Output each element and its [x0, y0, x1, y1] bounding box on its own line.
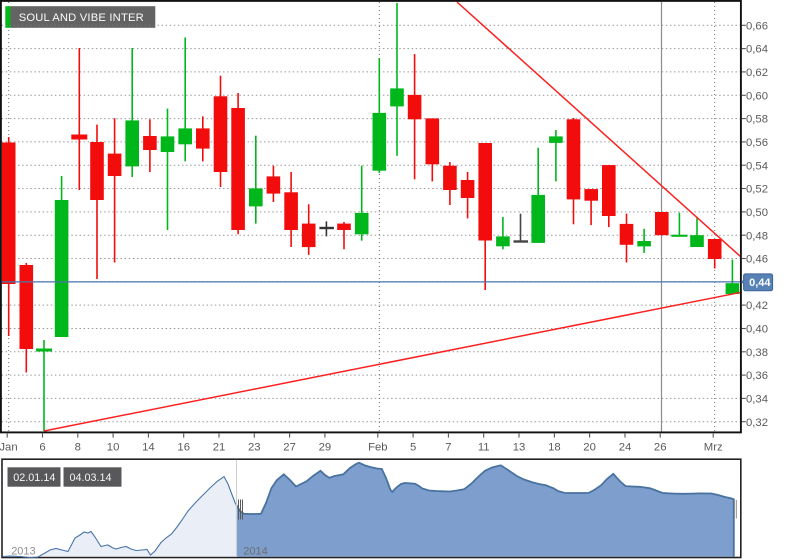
- svg-text:0,40: 0,40: [746, 324, 768, 336]
- svg-text:0,44: 0,44: [749, 277, 771, 289]
- svg-text:20: 20: [583, 442, 596, 454]
- svg-text:0,64: 0,64: [746, 44, 768, 56]
- svg-text:7: 7: [445, 442, 451, 454]
- svg-text:26: 26: [654, 442, 667, 454]
- svg-text:10: 10: [107, 442, 120, 454]
- svg-text:8: 8: [75, 442, 81, 454]
- svg-text:0,58: 0,58: [746, 114, 768, 126]
- svg-text:18: 18: [548, 442, 561, 454]
- svg-text:02.01.14: 02.01.14: [13, 472, 55, 484]
- svg-text:13: 13: [513, 442, 526, 454]
- svg-text:0,60: 0,60: [746, 90, 768, 102]
- svg-text:Feb: Feb: [368, 442, 387, 454]
- svg-text:0,62: 0,62: [746, 67, 768, 79]
- svg-text:0,46: 0,46: [746, 254, 768, 266]
- svg-text:0,48: 0,48: [746, 230, 768, 242]
- svg-text:SOUL AND VIBE INTER: SOUL AND VIBE INTER: [19, 12, 144, 24]
- svg-text:6: 6: [39, 442, 45, 454]
- svg-text:27: 27: [283, 442, 296, 454]
- svg-text:Mrz: Mrz: [704, 442, 723, 454]
- svg-text:23: 23: [248, 442, 261, 454]
- svg-text:0,56: 0,56: [746, 137, 768, 149]
- svg-text:04.03.14: 04.03.14: [70, 472, 112, 484]
- svg-text:0,34: 0,34: [746, 394, 768, 406]
- svg-text:0,42: 0,42: [746, 300, 768, 312]
- svg-text:24: 24: [619, 442, 632, 454]
- svg-text:Jan: Jan: [0, 442, 18, 454]
- svg-text:21: 21: [213, 442, 226, 454]
- svg-text:0,50: 0,50: [746, 207, 768, 219]
- svg-text:0,36: 0,36: [746, 370, 768, 382]
- svg-text:0,54: 0,54: [746, 160, 768, 172]
- svg-text:0,66: 0,66: [746, 20, 768, 32]
- svg-text:0,52: 0,52: [746, 184, 768, 196]
- svg-text:2013: 2013: [11, 546, 35, 558]
- svg-text:11: 11: [478, 442, 490, 454]
- svg-text:0,32: 0,32: [746, 417, 768, 429]
- svg-text:29: 29: [319, 442, 332, 454]
- svg-text:16: 16: [177, 442, 190, 454]
- svg-text:14: 14: [142, 442, 155, 454]
- svg-text:5: 5: [410, 442, 416, 454]
- svg-text:2014: 2014: [243, 546, 267, 558]
- svg-text:0,38: 0,38: [746, 347, 768, 359]
